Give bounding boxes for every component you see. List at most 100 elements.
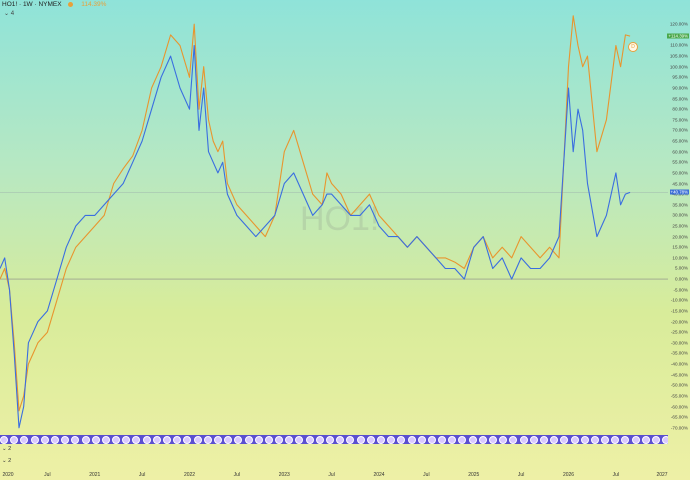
event-marker[interactable] [101, 435, 110, 444]
event-marker[interactable] [529, 435, 538, 444]
event-marker[interactable] [601, 435, 610, 444]
event-marker[interactable] [254, 435, 263, 444]
x-tick-label: 2022 [183, 472, 196, 478]
event-marker[interactable] [224, 435, 233, 444]
event-marker[interactable] [264, 435, 273, 444]
event-marker[interactable] [387, 435, 396, 444]
event-marker[interactable] [50, 435, 59, 444]
event-marker[interactable] [91, 435, 100, 444]
event-marker[interactable] [590, 435, 599, 444]
indicator-pane-2-label[interactable]: ⌄ 2 [2, 458, 12, 464]
event-marker[interactable] [193, 435, 202, 444]
event-marker[interactable] [662, 435, 668, 444]
event-marker[interactable] [570, 435, 579, 444]
event-marker[interactable] [183, 435, 192, 444]
y-tick-label: 30.00% [672, 212, 688, 218]
price-chart[interactable] [0, 0, 668, 480]
x-tick-label: Jul [423, 472, 430, 478]
event-marker[interactable] [346, 435, 355, 444]
event-marker[interactable] [20, 435, 29, 444]
events-strip[interactable] [0, 435, 668, 444]
chart-header: HO1! · 1W · NYMEX 114.39% [2, 1, 106, 8]
event-marker[interactable] [213, 435, 222, 444]
event-marker[interactable] [285, 435, 294, 444]
event-marker[interactable] [315, 435, 324, 444]
y-tick-label: 10.00% [672, 255, 688, 261]
symbol-title[interactable]: HO1! · 1W · NYMEX [2, 1, 62, 8]
collapse-toggle[interactable]: ⌄ 4 [4, 10, 14, 17]
y-tick-label: 35.00% [672, 202, 688, 208]
event-marker[interactable] [652, 435, 660, 444]
y-tick-label: 90.00% [672, 85, 688, 91]
event-marker[interactable] [621, 435, 630, 444]
event-marker[interactable] [275, 435, 284, 444]
event-marker[interactable] [203, 435, 212, 444]
price-tag-blue: +40.78% [669, 189, 689, 195]
event-marker[interactable] [397, 435, 406, 444]
event-marker[interactable] [244, 435, 253, 444]
event-marker[interactable] [376, 435, 385, 444]
event-marker[interactable] [163, 435, 171, 444]
event-marker[interactable] [499, 435, 508, 444]
price-axis[interactable]: 120.00%115.00%110.00%105.00%100.00%95.00… [667, 0, 690, 480]
event-marker[interactable] [132, 435, 141, 444]
event-marker[interactable] [468, 435, 477, 444]
y-tick-label: 60.00% [672, 149, 688, 155]
series-line-blue[interactable] [0, 44, 631, 429]
x-tick-label: 2025 [468, 472, 480, 478]
event-marker[interactable] [173, 435, 182, 444]
event-marker[interactable] [631, 435, 640, 444]
event-marker[interactable] [366, 435, 375, 444]
x-tick-label: 2024 [373, 472, 385, 478]
y-tick-label: 50.00% [672, 170, 688, 176]
event-marker[interactable] [112, 435, 121, 444]
event-marker[interactable] [580, 435, 589, 444]
event-marker[interactable] [438, 435, 447, 444]
y-tick-label: -40.00% [670, 361, 688, 367]
dividend-badge[interactable]: D [628, 42, 638, 52]
event-marker[interactable] [122, 435, 131, 444]
event-marker[interactable] [448, 435, 457, 444]
y-tick-label: -20.00% [670, 319, 688, 325]
event-marker[interactable] [560, 435, 569, 444]
event-marker[interactable] [234, 435, 243, 444]
event-marker[interactable] [519, 435, 528, 444]
x-tick-label: Jul [612, 472, 620, 478]
x-tick-label: 2021 [89, 472, 101, 478]
event-marker[interactable] [326, 435, 334, 444]
chevron-down-icon: ⌄ [4, 11, 10, 17]
event-marker[interactable] [539, 435, 548, 444]
event-marker[interactable] [142, 435, 151, 444]
event-marker[interactable] [305, 435, 314, 444]
event-marker[interactable] [61, 435, 70, 444]
event-marker[interactable] [407, 435, 416, 444]
event-marker[interactable] [152, 435, 161, 444]
series-line-orange[interactable] [0, 15, 631, 412]
x-tick-label: Jul [517, 472, 525, 478]
event-marker[interactable] [478, 435, 487, 444]
event-marker[interactable] [81, 435, 90, 444]
event-marker[interactable] [30, 435, 39, 444]
event-marker[interactable] [611, 435, 620, 444]
event-marker[interactable] [641, 435, 650, 444]
event-marker[interactable] [295, 435, 304, 444]
event-marker[interactable] [356, 435, 365, 444]
y-tick-label: 5.00% [674, 265, 688, 271]
event-marker[interactable] [458, 435, 467, 444]
indicator-pane-1-label[interactable]: ⌄ 2 [2, 446, 12, 452]
event-marker[interactable] [40, 435, 49, 444]
series-color-icon [68, 1, 74, 7]
event-marker[interactable] [0, 435, 8, 444]
event-marker[interactable] [10, 435, 19, 444]
event-marker[interactable] [489, 435, 497, 444]
y-tick-label: -35.00% [670, 350, 688, 356]
event-marker[interactable] [71, 435, 80, 444]
y-tick-label: -50.00% [670, 382, 688, 388]
symbol-watermark: HO1! [300, 200, 380, 238]
event-marker[interactable] [417, 435, 426, 444]
event-marker[interactable] [550, 435, 559, 444]
event-marker[interactable] [427, 435, 436, 444]
y-tick-label: 75.00% [672, 117, 688, 123]
event-marker[interactable] [336, 435, 345, 444]
event-marker[interactable] [509, 435, 518, 444]
